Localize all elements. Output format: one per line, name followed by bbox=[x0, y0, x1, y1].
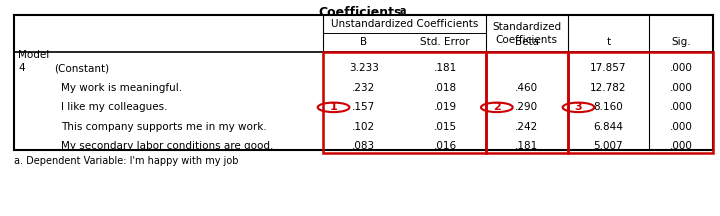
Text: Beta: Beta bbox=[515, 37, 539, 47]
Text: .290: .290 bbox=[516, 102, 539, 112]
Text: Sig.: Sig. bbox=[671, 37, 691, 47]
Text: (Constant): (Constant) bbox=[54, 64, 109, 73]
Text: .000: .000 bbox=[670, 102, 693, 112]
Text: Unstandardized Coefficients: Unstandardized Coefficients bbox=[330, 19, 478, 29]
Text: Model: Model bbox=[18, 50, 49, 60]
Text: 17.857: 17.857 bbox=[590, 64, 626, 73]
Text: t: t bbox=[606, 37, 611, 47]
Text: a. Dependent Variable: I'm happy with my job: a. Dependent Variable: I'm happy with my… bbox=[14, 156, 239, 165]
Text: .019: .019 bbox=[433, 102, 456, 112]
Text: 5.007: 5.007 bbox=[594, 141, 624, 151]
Text: .015: .015 bbox=[433, 122, 456, 132]
Text: .181: .181 bbox=[433, 64, 457, 73]
Text: Standardized
Coefficients: Standardized Coefficients bbox=[492, 22, 562, 45]
Text: 3.233: 3.233 bbox=[348, 64, 379, 73]
Text: B: B bbox=[360, 37, 367, 47]
Bar bbox=[323, 52, 486, 153]
Text: This company supports me in my work.: This company supports me in my work. bbox=[61, 122, 267, 132]
Text: .000: .000 bbox=[670, 83, 693, 93]
Text: My work is meaningful.: My work is meaningful. bbox=[61, 83, 183, 93]
Text: .083: .083 bbox=[352, 141, 375, 151]
Text: 3: 3 bbox=[575, 102, 582, 112]
Bar bbox=[567, 52, 713, 153]
Text: 8.160: 8.160 bbox=[593, 102, 624, 112]
Text: a: a bbox=[400, 6, 406, 16]
Text: .157: .157 bbox=[352, 102, 375, 112]
Text: 1: 1 bbox=[330, 102, 338, 112]
Text: .000: .000 bbox=[670, 122, 693, 132]
Text: .000: .000 bbox=[670, 141, 693, 151]
Text: .102: .102 bbox=[352, 122, 375, 132]
Text: .018: .018 bbox=[433, 83, 456, 93]
Text: 4: 4 bbox=[18, 64, 24, 73]
Text: I like my colleagues.: I like my colleagues. bbox=[61, 102, 168, 112]
Text: 12.782: 12.782 bbox=[590, 83, 626, 93]
Text: .000: .000 bbox=[670, 64, 693, 73]
Text: My secondary labor conditions are good.: My secondary labor conditions are good. bbox=[61, 141, 274, 151]
Text: .242: .242 bbox=[516, 122, 539, 132]
Text: .232: .232 bbox=[352, 83, 375, 93]
Text: Coefficients: Coefficients bbox=[318, 6, 402, 19]
Text: 6.844: 6.844 bbox=[593, 122, 624, 132]
Text: 2: 2 bbox=[493, 102, 500, 112]
Text: .016: .016 bbox=[433, 141, 456, 151]
Text: .460: .460 bbox=[516, 83, 539, 93]
Bar bbox=[486, 52, 567, 153]
Text: Std. Error: Std. Error bbox=[420, 37, 470, 47]
Text: .181: .181 bbox=[516, 141, 539, 151]
